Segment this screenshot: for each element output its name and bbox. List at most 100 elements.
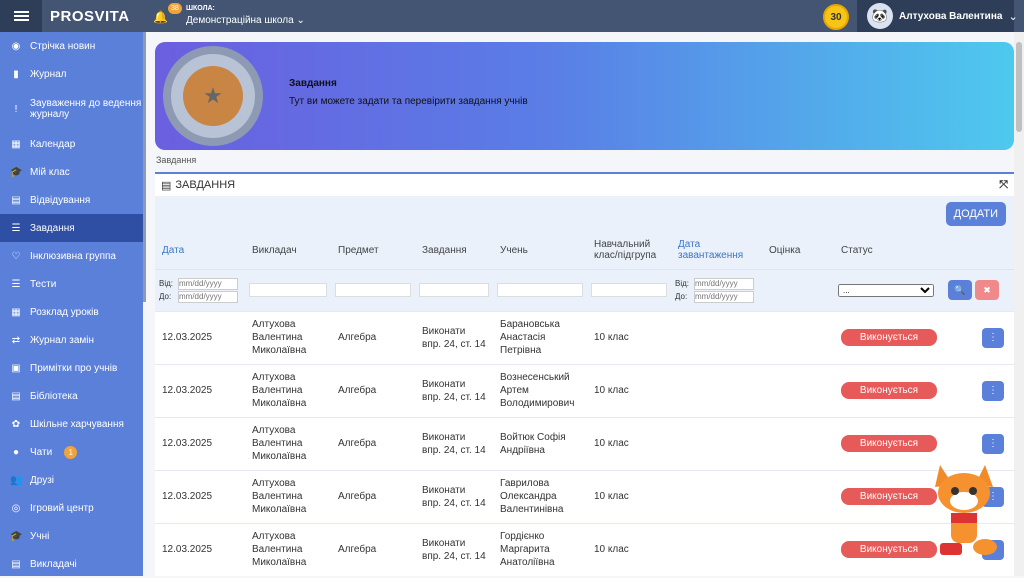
- sidebar-item[interactable]: ! Зауваження до ведення журналу: [0, 88, 143, 130]
- sidebar-item[interactable]: ♡ Інклюзивна группа: [0, 242, 143, 270]
- sidebar-item-label: Журнал: [30, 68, 67, 80]
- cell-teacher: Алтухова Валентина Миколаївна: [245, 416, 331, 470]
- sidebar-item[interactable]: 🎓 Учні: [0, 522, 143, 550]
- student-filter[interactable]: [497, 282, 583, 297]
- cell-grade: [762, 363, 834, 417]
- cell-upload-date: [671, 416, 762, 470]
- shield-illustration: ★: [163, 46, 263, 146]
- add-button[interactable]: ДОДАТИ: [945, 202, 1006, 226]
- sidebar-item[interactable]: ▤ Відвідування: [0, 186, 143, 214]
- sidebar-item[interactable]: ▮ Журнал: [0, 60, 143, 88]
- col-upload-date[interactable]: Дата завантаження: [671, 232, 762, 269]
- class-filter[interactable]: [591, 282, 667, 297]
- cell-task: Виконати впр. 24, ст. 14: [415, 522, 493, 576]
- exclamation-icon: !: [14, 103, 18, 115]
- sidebar-item[interactable]: ◉ Стрічка новин: [0, 32, 143, 60]
- cell-date: 12.03.2025: [155, 416, 245, 470]
- users-icon: 👥: [10, 474, 23, 486]
- table-row[interactable]: 12.03.2025 Алтухова Валентина Миколаївна А…: [155, 310, 1014, 364]
- sidebar-item[interactable]: ◎ Ігровий центр: [0, 494, 143, 522]
- sidebar-item[interactable]: ▤ Викладачі: [0, 550, 143, 578]
- rss-icon: ◉: [11, 40, 21, 52]
- cell-student: Гордієнко Маргарита Анатоліївна: [493, 522, 587, 576]
- tasks-card: ▤ ЗАВДАННЯ ⤧ ДОДАТИ Дата Викладач Предмет…: [155, 172, 1014, 576]
- sidebar-item[interactable]: ▤ Бібліотека: [0, 382, 143, 410]
- status-badge: Виконується: [841, 488, 937, 505]
- sidebar-scrollbar[interactable]: [143, 32, 146, 302]
- sidebar-item[interactable]: ▦ Розклад уроків: [0, 298, 143, 326]
- cell-student: Барановська Анастасія Петрівна: [493, 310, 587, 364]
- page-scrollbar[interactable]: [1014, 32, 1024, 576]
- sidebar-item[interactable]: ✿ Шкільне харчування: [0, 410, 143, 438]
- sidebar-item[interactable]: ☰ Тести: [0, 270, 143, 298]
- coins-badge[interactable]: 30: [823, 4, 849, 30]
- row-actions-button[interactable]: ⋮: [982, 327, 1004, 348]
- menu-toggle-button[interactable]: [0, 0, 42, 32]
- cell-class: 10 клас: [587, 469, 671, 523]
- col-task: Завдання: [415, 232, 493, 269]
- user-menu[interactable]: 🐼 Алтухова Валентина ⌄: [857, 0, 1018, 32]
- table-row[interactable]: 12.03.2025 Алтухова Валентина Миколаївна А…: [155, 363, 1014, 417]
- teacher-filter[interactable]: [249, 282, 327, 297]
- chat-icon: ●: [12, 446, 20, 458]
- task-filter[interactable]: [419, 282, 489, 297]
- cell-subject: Алгебра: [331, 416, 415, 470]
- date-to-input[interactable]: [178, 290, 238, 303]
- search-button[interactable]: 🔍: [948, 280, 972, 300]
- status-filter[interactable]: ...: [838, 283, 934, 297]
- sidebar-item-label: Розклад уроків: [30, 306, 99, 318]
- sidebar-item-label: Зауваження до ведення журналу: [30, 98, 142, 120]
- bookmark-icon: ▮: [13, 68, 19, 80]
- cell-student: Вознесенський Артем Володимирович: [493, 363, 587, 417]
- sidebar-item[interactable]: ▦ Календар: [0, 130, 143, 158]
- bell-icon[interactable]: 🔔: [153, 10, 168, 24]
- swap-icon: ⇄: [11, 334, 21, 346]
- expand-icon[interactable]: ⤧: [999, 179, 1008, 191]
- sidebar-item-label: Мій клас: [30, 166, 70, 178]
- school-selector[interactable]: Демонстраційна школа ⌄: [186, 15, 305, 27]
- breadcrumb[interactable]: Завдання: [156, 155, 197, 165]
- school-name: Демонстраційна школа: [186, 15, 294, 26]
- sidebar-item-label: Друзі: [30, 474, 55, 486]
- clear-filter-button[interactable]: ✖: [975, 280, 1000, 300]
- chat-badge: 1: [64, 445, 78, 459]
- col-date[interactable]: Дата: [155, 232, 245, 269]
- table-row[interactable]: 12.03.2025 Алтухова Валентина Миколаївна А…: [155, 522, 1014, 576]
- to-label: До:: [675, 292, 688, 301]
- logo[interactable]: PROSVITA: [50, 8, 130, 25]
- sidebar-item-label: Чати: [30, 446, 53, 458]
- table-row[interactable]: 12.03.2025 Алтухова Валентина Миколаївна А…: [155, 416, 1014, 470]
- cell-date: 12.03.2025: [155, 522, 245, 576]
- sidebar-item[interactable]: ☰ Завдання: [0, 214, 143, 242]
- sidebar-item[interactable]: 🎓 Мій клас: [0, 158, 143, 186]
- sidebar-item[interactable]: ▣ Примітки про учнів: [0, 354, 143, 382]
- sidebar-item-label: Тести: [30, 278, 57, 290]
- status-badge: Виконується: [841, 435, 937, 452]
- sidebar-item-label: Завдання: [30, 222, 75, 234]
- cell-class: 10 клас: [587, 416, 671, 470]
- from-label: Від:: [675, 279, 690, 288]
- upload-from-input[interactable]: [694, 277, 754, 290]
- sidebar-item[interactable]: ● Чати 1: [0, 438, 143, 466]
- col-status: Статус: [834, 232, 944, 269]
- status-badge: Виконується: [841, 541, 937, 559]
- status-badge: Виконується: [841, 329, 937, 346]
- sidebar-item[interactable]: 👥 Друзі: [0, 466, 143, 494]
- row-actions-button[interactable]: ⋮: [982, 433, 1004, 454]
- chevron-down-icon: ⌄: [1008, 10, 1018, 23]
- row-actions-button[interactable]: ⋮: [982, 380, 1004, 401]
- cell-task: Виконати впр. 24, ст. 14: [415, 363, 493, 417]
- tasks-table: Дата Викладач Предмет Завдання Учень Нав…: [155, 232, 1014, 576]
- upload-to-input[interactable]: [694, 290, 754, 303]
- subject-filter[interactable]: [335, 282, 411, 297]
- col-grade: Оцінка: [762, 232, 834, 269]
- table-row[interactable]: 12.03.2025 Алтухова Валентина Миколаївна А…: [155, 469, 1014, 523]
- cell-subject: Алгебра: [331, 363, 415, 417]
- cell-date: 12.03.2025: [155, 363, 245, 417]
- cell-task: Виконати впр. 24, ст. 14: [415, 469, 493, 523]
- date-from-input[interactable]: [178, 277, 238, 290]
- sidebar-item[interactable]: ⇄ Журнал замін: [0, 326, 143, 354]
- list-icon: ☰: [11, 278, 21, 290]
- sidebar-item-label: Викладачі: [30, 558, 77, 570]
- cell-teacher: Алтухова Валентина Миколаївна: [245, 310, 331, 364]
